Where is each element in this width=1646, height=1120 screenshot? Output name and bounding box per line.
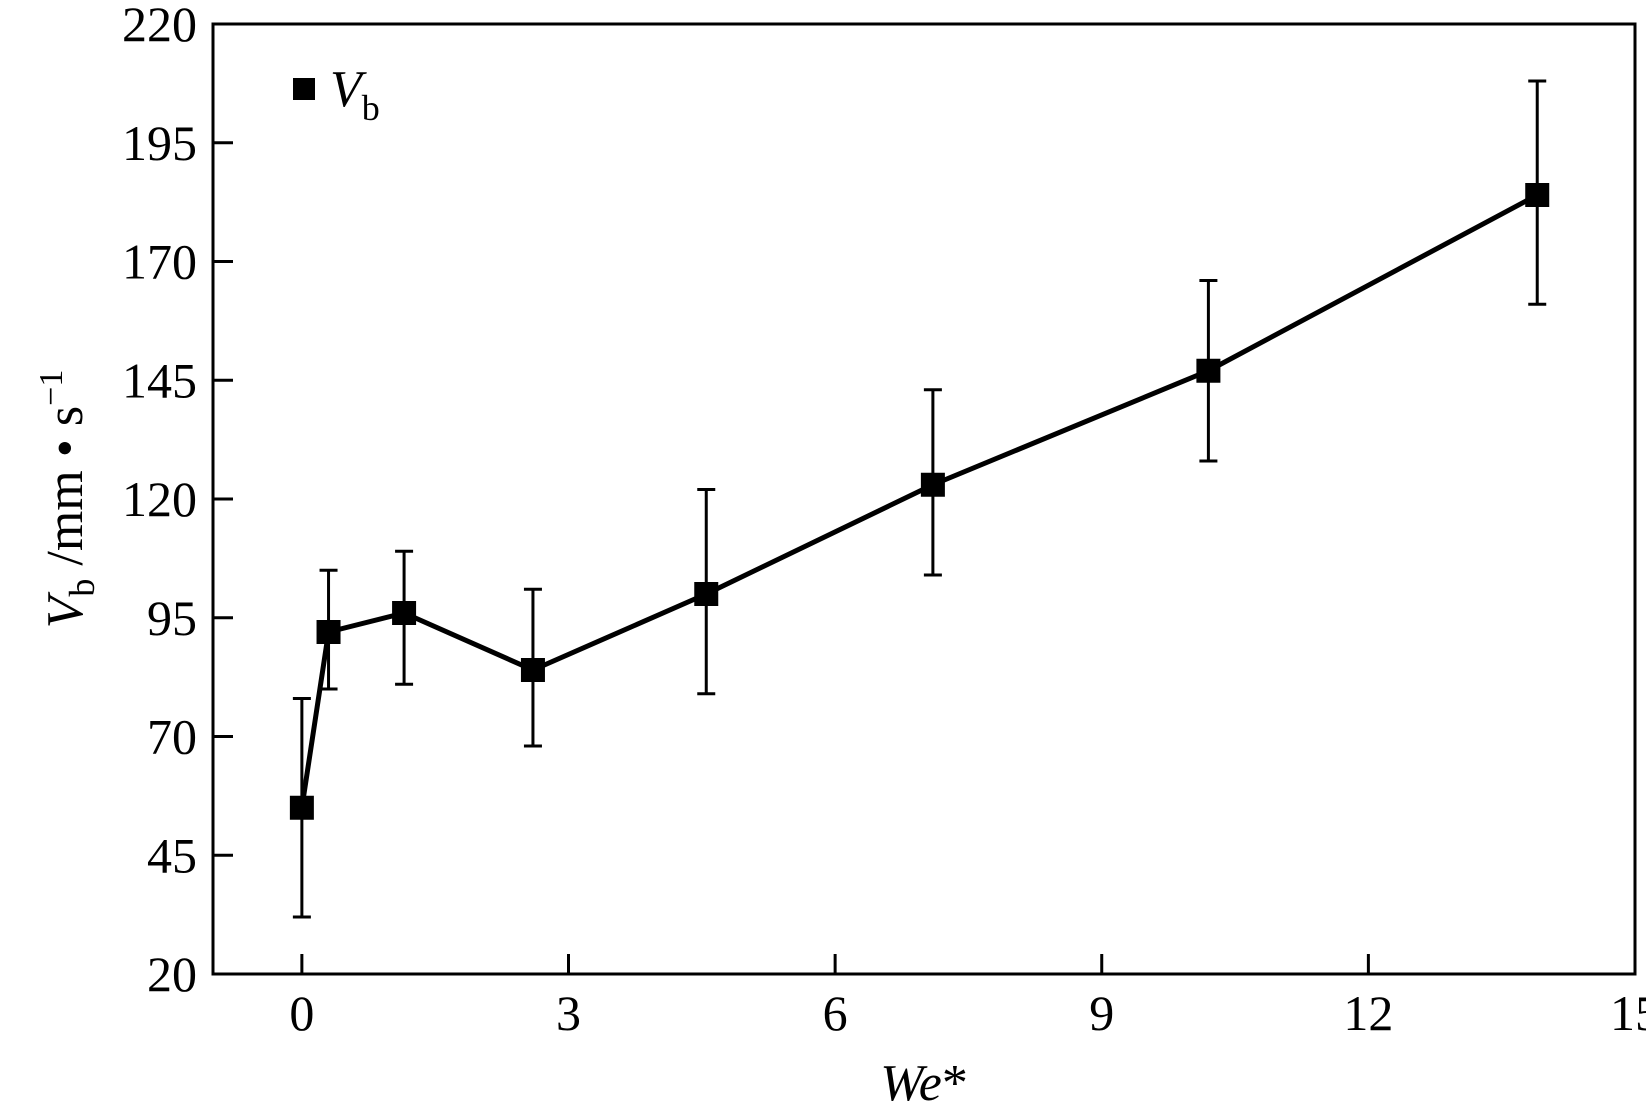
data-point [392, 601, 417, 625]
legend-sub: b [362, 88, 380, 128]
x-tick-label: 6 [823, 985, 848, 1041]
x-axis-title-main: We [880, 1055, 942, 1112]
data-point [1525, 183, 1550, 207]
x-tick-label: 0 [289, 985, 314, 1041]
data-point [920, 472, 945, 497]
y-axis-title-var: V [37, 591, 94, 628]
x-tick-label: 12 [1343, 985, 1393, 1041]
x-axis-ticks: 0 3 6 9 12 15 [289, 954, 1646, 1041]
y-axis-title-sub: b [62, 579, 102, 597]
x-tick-label: 3 [556, 985, 581, 1041]
data-point [1196, 358, 1221, 383]
y-tick-label: 120 [122, 471, 197, 527]
y-tick-label: 220 [122, 0, 197, 52]
data-point [694, 582, 719, 606]
y-tick-label: 70 [147, 709, 197, 765]
x-axis-title-suffix: * [942, 1055, 968, 1112]
plot-area-frame [211, 22, 1637, 976]
data-point [316, 620, 341, 644]
x-axis-title: We* [880, 1055, 968, 1112]
y-axis-title-unit: /mm • s [37, 406, 94, 579]
y-tick-label: 170 [122, 234, 197, 290]
legend-label: Vb [330, 61, 380, 128]
y-axis-title: Vb /mm • s−1 [33, 370, 102, 629]
x-tick-label: 9 [1089, 985, 1114, 1041]
y-tick-label: 45 [147, 827, 197, 883]
legend: Vb [293, 61, 380, 128]
legend-var: V [330, 61, 367, 118]
y-axis-title-sup: −1 [33, 370, 70, 406]
y-tick-label: 20 [147, 946, 197, 1002]
series-layer [289, 79, 1550, 919]
y-tick-label: 145 [122, 352, 197, 408]
legend-marker [293, 78, 315, 100]
data-point [520, 658, 545, 682]
y-tick-label: 195 [122, 115, 197, 171]
series-line [299, 192, 1539, 809]
y-axis-ticks: 20 45 70 95 120 145 170 195 220 [122, 0, 233, 1002]
y-tick-label: 95 [147, 590, 197, 646]
data-point [289, 795, 314, 820]
x-tick-label: 15 [1610, 985, 1646, 1041]
